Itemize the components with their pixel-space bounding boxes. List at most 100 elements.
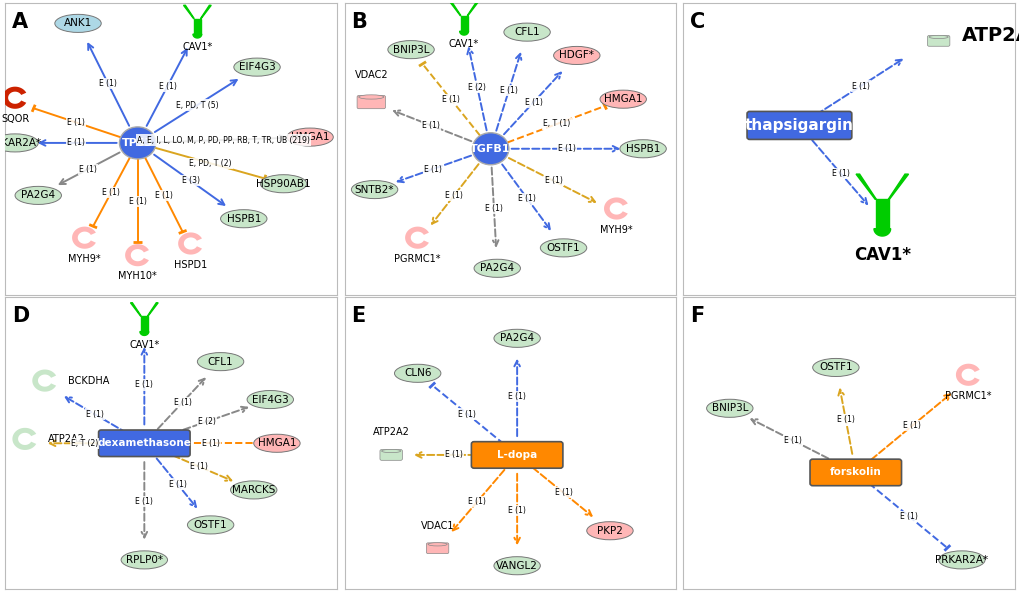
Text: TP53: TP53 — [122, 138, 153, 148]
Ellipse shape — [387, 40, 434, 59]
Polygon shape — [148, 303, 158, 316]
Text: forskolin: forskolin — [829, 468, 880, 477]
Ellipse shape — [230, 481, 277, 499]
Ellipse shape — [381, 449, 400, 453]
Text: D: D — [12, 306, 29, 326]
Text: HSP90AB1: HSP90AB1 — [256, 178, 311, 189]
Polygon shape — [33, 369, 56, 392]
Text: E, T (2): E, T (2) — [71, 439, 98, 448]
Text: HDGF*: HDGF* — [558, 51, 594, 61]
Text: EIF4G3: EIF4G3 — [252, 394, 288, 405]
Text: VDAC2: VDAC2 — [355, 70, 387, 80]
Text: BNIP3L: BNIP3L — [711, 403, 747, 414]
Text: A, E, I, L, LO, M, P, PD, PP, RB, T, TR, UB (219): A, E, I, L, LO, M, P, PD, PP, RB, T, TR,… — [138, 136, 310, 145]
Text: CAV1*: CAV1* — [853, 246, 910, 264]
Ellipse shape — [187, 516, 233, 534]
Text: CFL1: CFL1 — [208, 356, 233, 367]
Ellipse shape — [220, 209, 267, 228]
Ellipse shape — [15, 186, 61, 205]
Text: E, PD, T (5): E, PD, T (5) — [176, 101, 218, 109]
Text: HMGA1: HMGA1 — [258, 439, 296, 448]
Ellipse shape — [197, 353, 244, 371]
Polygon shape — [12, 428, 37, 450]
Text: TGFB1: TGFB1 — [470, 144, 511, 154]
Text: HMGA1: HMGA1 — [603, 94, 642, 104]
Polygon shape — [955, 364, 979, 386]
Ellipse shape — [0, 134, 39, 152]
Text: E (1): E (1) — [507, 392, 526, 401]
Text: PKP2: PKP2 — [596, 526, 623, 536]
Ellipse shape — [586, 522, 633, 540]
Ellipse shape — [359, 95, 383, 99]
Text: VANGL2: VANGL2 — [495, 560, 538, 571]
Text: CFL1: CFL1 — [514, 27, 539, 37]
Text: OSTF1: OSTF1 — [546, 243, 580, 253]
Text: E (1): E (1) — [499, 86, 518, 95]
Text: E (1): E (1) — [136, 380, 153, 390]
Text: E: E — [352, 306, 365, 326]
Polygon shape — [888, 174, 908, 199]
Text: E (1): E (1) — [441, 95, 460, 104]
Polygon shape — [2, 87, 26, 109]
Polygon shape — [201, 5, 211, 18]
Text: E (1): E (1) — [444, 450, 463, 459]
Text: E (1): E (1) — [557, 144, 576, 154]
Text: E (1): E (1) — [67, 118, 86, 127]
Text: E (3): E (3) — [181, 176, 200, 185]
Ellipse shape — [55, 14, 101, 32]
Text: E (1): E (1) — [190, 462, 208, 471]
Text: F: F — [690, 306, 703, 326]
Ellipse shape — [260, 175, 307, 193]
Polygon shape — [874, 199, 889, 228]
Text: E (1): E (1) — [136, 497, 153, 506]
Text: HMGA1: HMGA1 — [290, 132, 329, 142]
Text: OSTF1: OSTF1 — [818, 362, 852, 372]
Text: E (1): E (1) — [507, 506, 526, 515]
Text: E (1): E (1) — [468, 497, 486, 506]
Polygon shape — [140, 331, 149, 336]
Text: E (1): E (1) — [202, 439, 219, 448]
FancyBboxPatch shape — [426, 543, 448, 553]
Text: ATP2A2: ATP2A2 — [48, 434, 85, 444]
Text: E (1): E (1) — [155, 191, 173, 200]
FancyBboxPatch shape — [746, 111, 851, 139]
Text: PA2G4: PA2G4 — [499, 333, 534, 343]
Polygon shape — [141, 316, 148, 331]
Polygon shape — [194, 18, 201, 34]
Polygon shape — [873, 228, 890, 236]
Ellipse shape — [620, 140, 665, 158]
Text: HSPB1: HSPB1 — [626, 144, 659, 154]
Polygon shape — [178, 233, 202, 255]
Text: E (1): E (1) — [832, 169, 849, 178]
Text: EIF4G3: EIF4G3 — [238, 62, 275, 72]
Text: CAV1*: CAV1* — [448, 39, 479, 49]
FancyBboxPatch shape — [471, 441, 562, 468]
Text: E (1): E (1) — [67, 139, 86, 148]
Text: E, T (1): E, T (1) — [543, 120, 570, 129]
Polygon shape — [193, 34, 202, 38]
Text: E (1): E (1) — [422, 121, 439, 130]
Text: E (1): E (1) — [102, 188, 120, 197]
Polygon shape — [72, 227, 96, 249]
Text: CLN6: CLN6 — [404, 368, 431, 378]
Text: E (1): E (1) — [458, 409, 476, 419]
Polygon shape — [125, 244, 149, 266]
FancyBboxPatch shape — [99, 430, 190, 456]
Text: E (1): E (1) — [168, 480, 186, 488]
Text: PRKAR2A*: PRKAR2A* — [0, 138, 42, 148]
Text: E (1): E (1) — [899, 512, 917, 521]
Ellipse shape — [540, 239, 586, 257]
Ellipse shape — [247, 390, 293, 409]
Text: E (1): E (1) — [518, 194, 536, 203]
Ellipse shape — [394, 364, 440, 383]
Text: E (2): E (2) — [198, 417, 216, 426]
Text: VDAC1: VDAC1 — [421, 521, 453, 531]
Text: BCKDHA: BCKDHA — [68, 375, 109, 386]
Text: E (1): E (1) — [444, 191, 463, 200]
Ellipse shape — [286, 128, 333, 146]
Text: E (1): E (1) — [128, 197, 147, 206]
Text: E (1): E (1) — [554, 488, 572, 497]
Circle shape — [119, 127, 156, 159]
Polygon shape — [183, 5, 194, 18]
Ellipse shape — [254, 434, 300, 452]
